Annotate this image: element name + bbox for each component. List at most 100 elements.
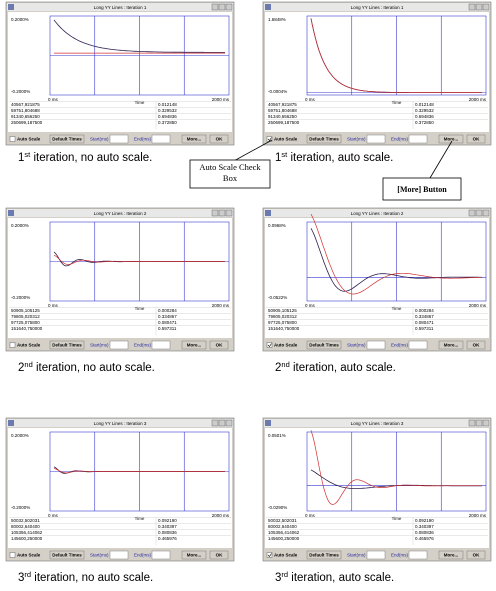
more-callout: [More] Button: [382, 140, 462, 201]
y-top-label: 0.2000%: [11, 17, 29, 22]
more-button[interactable]: [438, 550, 464, 560]
default-times-button-label: Default Times: [52, 137, 82, 142]
default-times-button[interactable]: [306, 550, 342, 560]
ok-button[interactable]: [209, 550, 229, 560]
end-input[interactable]: [151, 134, 171, 144]
table-cell: 0.340397: [415, 524, 434, 529]
title-bar: [7, 209, 233, 217]
caption: 2nd iteration, no auto scale.: [18, 360, 155, 374]
y-top-label: 0.2000%: [11, 433, 29, 438]
ok-button[interactable]: [209, 134, 229, 144]
auto-scale-checkbox[interactable]: [9, 342, 16, 348]
end-label: End(ms): [391, 137, 409, 142]
title-button: [475, 3, 483, 11]
table-cell: 250699,187500: [268, 120, 300, 125]
default-times-button[interactable]: [49, 550, 85, 560]
title-button: [468, 3, 476, 11]
caption-suffix: st: [281, 150, 288, 159]
callout-fo: Auto Scale Check Box: [199, 162, 260, 183]
ok-button[interactable]: [466, 134, 486, 144]
curve-dark: [53, 19, 225, 53]
x-left-label: 0 ms: [48, 513, 59, 518]
title-button: [482, 419, 490, 427]
title-button: [218, 419, 226, 427]
table-cell: 250699,187500: [11, 120, 43, 125]
table-cell: 97725,075800: [268, 320, 297, 325]
caption: 3rd iteration, no auto scale.: [18, 570, 153, 584]
curve-dark: [310, 228, 482, 292]
ok-button[interactable]: [466, 340, 486, 350]
default-times-button-label: Default Times: [309, 553, 339, 558]
more-button[interactable]: [438, 340, 464, 350]
auto-scale-label: Auto Scale: [274, 553, 298, 558]
start-input[interactable]: [109, 134, 129, 144]
more-button[interactable]: [181, 134, 207, 144]
auto-scale-checkbox[interactable]: [9, 552, 16, 558]
start-input[interactable]: [366, 550, 386, 560]
start-input[interactable]: [109, 340, 129, 350]
auto-scale-label: Auto Scale: [17, 343, 41, 348]
y-bottom-label: -0.0522%: [268, 295, 287, 300]
table-cell: 0.694836: [158, 114, 177, 119]
start-input[interactable]: [109, 550, 129, 560]
table-cell: 0.000284: [415, 308, 434, 313]
default-times-button-label: Default Times: [52, 553, 82, 558]
more-button[interactable]: [181, 550, 207, 560]
auto-scale-checkbox[interactable]: [266, 342, 273, 348]
table-cell: 40567,921875: [11, 102, 40, 107]
end-input[interactable]: [151, 550, 171, 560]
title-button: [211, 209, 219, 217]
default-times-button[interactable]: [306, 134, 342, 144]
table-cell: 0.080836: [158, 530, 177, 535]
content: [8, 428, 232, 548]
x-mid-label: Time: [135, 100, 145, 105]
end-label: End(ms): [391, 343, 409, 348]
table-cell: 50905,105125: [11, 308, 40, 313]
ok-button[interactable]: [466, 550, 486, 560]
table-cell: 79805,020312: [268, 314, 297, 319]
end-input[interactable]: [151, 340, 171, 350]
callout-text: [More] Button: [397, 185, 447, 194]
default-times-button[interactable]: [49, 134, 85, 144]
table-cell: 50032,502031: [268, 518, 297, 523]
table-cell: 151640,750000: [11, 326, 43, 331]
menu-icon: [8, 420, 14, 426]
table-cell: 0.080471: [158, 320, 177, 325]
auto-scale-checkbox[interactable]: [9, 136, 16, 142]
caption-text: iteration, no auto scale.: [31, 572, 153, 584]
y-top-label: 0.2000%: [11, 223, 29, 228]
title-button: [211, 3, 219, 11]
start-input[interactable]: [366, 134, 386, 144]
y-bottom-label: -0.2000%: [11, 89, 30, 94]
start-label: Start(ms): [90, 137, 109, 142]
window: Long YY Lines : Iteration 2 0.0968% -0.052…: [262, 207, 492, 352]
caption: 1st iteration, no auto scale.: [18, 150, 152, 164]
table-cell: 0.372850: [158, 120, 177, 125]
end-input[interactable]: [408, 550, 428, 560]
default-times-button[interactable]: [49, 340, 85, 350]
end-input[interactable]: [408, 340, 428, 350]
caption-text: iteration, auto scale.: [290, 362, 396, 374]
caption: 2nd iteration, auto scale.: [275, 360, 396, 374]
start-input[interactable]: [366, 340, 386, 350]
end-input[interactable]: [408, 134, 428, 144]
ok-button-label: OK: [216, 553, 224, 558]
title-bar: [264, 419, 490, 427]
default-times-button-label: Default Times: [309, 343, 339, 348]
title-button: [218, 209, 226, 217]
y-bottom-label: -0.2000%: [11, 505, 30, 510]
ok-button[interactable]: [209, 340, 229, 350]
menu-icon: [265, 210, 271, 216]
window-title: Long YY Lines : Iteration 3: [351, 421, 404, 426]
x-mid-label: Time: [392, 306, 402, 311]
table-cell: 91340,656250: [268, 114, 297, 119]
check-mark: [267, 553, 272, 557]
title-button: [482, 3, 490, 11]
table-cell: 50905,105125: [268, 308, 297, 313]
auto-scale-checkbox[interactable]: [266, 552, 273, 558]
more-button[interactable]: [181, 340, 207, 350]
caption-suffix: nd: [24, 360, 32, 369]
table-cell: 97725,075800: [11, 320, 40, 325]
x-left-label: 0 ms: [48, 303, 59, 308]
default-times-button[interactable]: [306, 340, 342, 350]
